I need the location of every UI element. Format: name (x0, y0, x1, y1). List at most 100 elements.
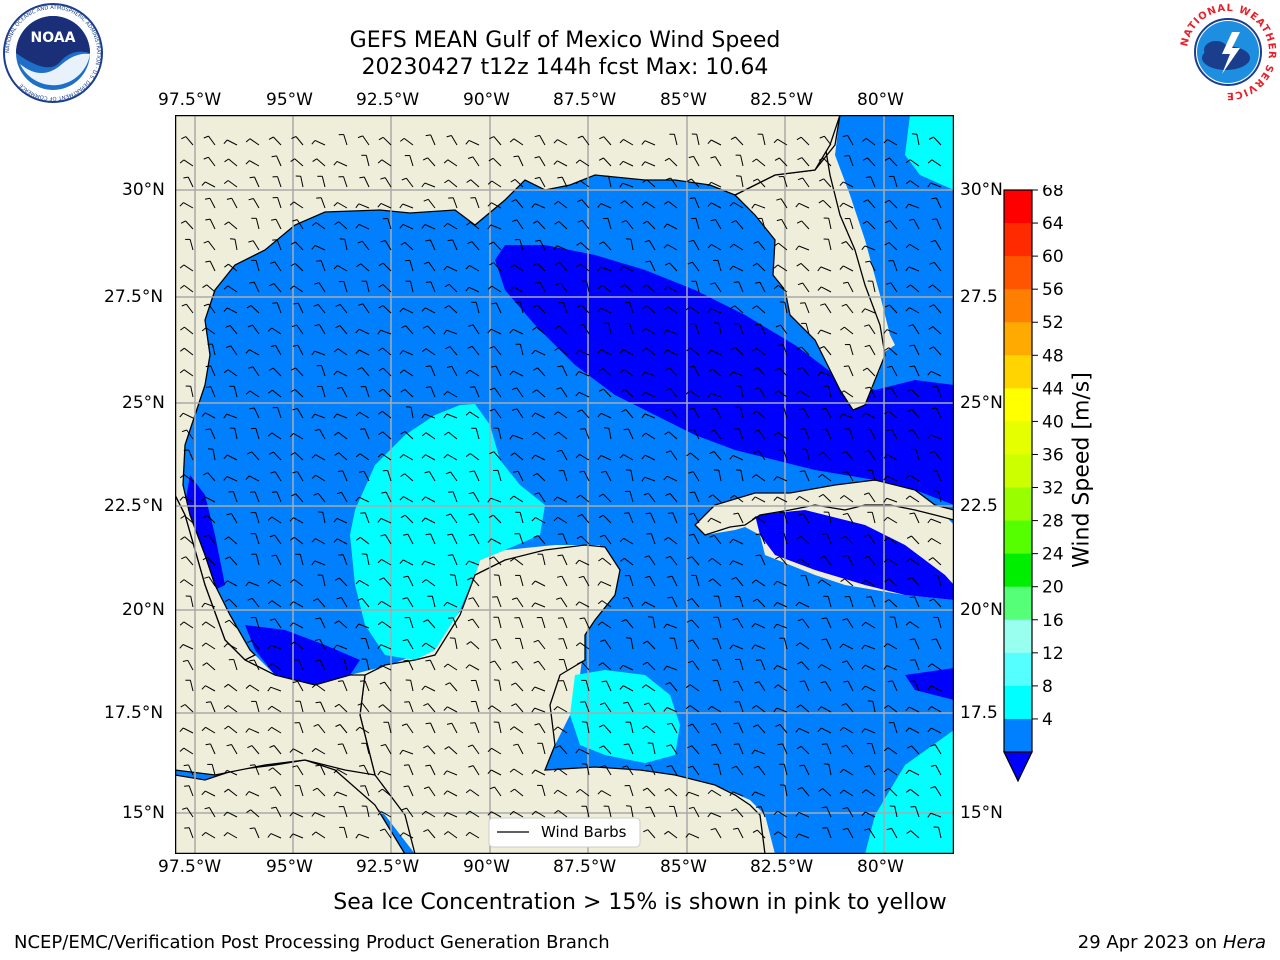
wind-barb (184, 536, 194, 545)
wind-barb (252, 198, 260, 209)
wind-barb (381, 600, 392, 608)
wind-barb (714, 156, 722, 167)
wind-barb (447, 159, 458, 167)
wind-barb (343, 827, 348, 839)
wind-barb-flag (556, 575, 563, 578)
wind-barb (494, 660, 502, 671)
wind-barb (205, 181, 216, 188)
wind-barb (342, 554, 348, 566)
wind-barb (762, 134, 766, 146)
wind-barb-flag (201, 496, 206, 502)
wind-barb (695, 575, 700, 587)
wind-barb-flag (509, 286, 514, 291)
wind-barb-flag (400, 389, 406, 393)
wind-barb-flag (884, 157, 890, 161)
wind-barb-flag (909, 596, 915, 598)
wind-barb (629, 785, 634, 797)
wind-barb-flag (817, 329, 822, 335)
wind-barb-flag (577, 514, 583, 518)
wind-barb (208, 576, 216, 587)
wind-barb-flag (223, 180, 229, 184)
wind-barb (270, 833, 282, 839)
wind-barb-flag (752, 178, 758, 182)
wind-barb (843, 495, 854, 503)
wind-barb (519, 638, 524, 650)
wind-barb (586, 722, 590, 734)
wind-barb (404, 389, 414, 398)
wind-barb (891, 366, 898, 377)
wind-barb (828, 512, 832, 524)
wind-barb (732, 265, 744, 272)
wind-barb-flag (224, 536, 229, 541)
wind-barb (227, 683, 238, 692)
wind-barb (183, 202, 194, 209)
wind-barb (358, 496, 370, 503)
wind-barb (273, 283, 282, 293)
wind-barb (847, 135, 854, 146)
wind-barb (318, 324, 326, 335)
wind-barb (934, 786, 942, 797)
wind-barb-flag (249, 764, 255, 766)
wind-barb-flag (487, 202, 492, 207)
wind-barb (912, 429, 920, 440)
wind-barb (578, 391, 590, 398)
wind-barb (336, 517, 348, 524)
wind-barb-flag (773, 476, 778, 481)
wind-barb-flag (754, 281, 761, 284)
wind-barb (581, 409, 590, 419)
wind-barb-flag (380, 534, 386, 537)
wind-barb-flag (509, 434, 514, 440)
wind-barb-flag (532, 262, 538, 267)
wind-barb-flag (425, 659, 431, 662)
wind-barb-flag (311, 413, 316, 419)
lon-label-top: 95°W (266, 90, 313, 110)
wind-barb-flag (820, 681, 826, 684)
wind-barb (689, 705, 700, 713)
wind-barb (849, 344, 854, 356)
wind-barb-flag (223, 580, 228, 585)
wind-barb (228, 619, 238, 629)
wind-barb-flag (425, 281, 431, 283)
wind-barb (255, 260, 260, 272)
wind-barb-flag (883, 705, 889, 709)
wind-barb (754, 203, 766, 209)
wind-barb (869, 345, 876, 356)
wind-barb (519, 239, 524, 251)
wind-barb (277, 197, 282, 209)
wind-barb (429, 764, 436, 776)
wind-barb-flag (425, 722, 431, 725)
wind-barb (539, 281, 546, 293)
wind-barb (715, 743, 722, 755)
wind-barb (938, 491, 942, 503)
wind-barb (732, 454, 744, 461)
wind-barb (424, 560, 436, 566)
wind-barb (491, 538, 502, 545)
wind-barb-flag (203, 472, 209, 476)
wind-barb-flag (557, 176, 563, 179)
wind-barb-flag (531, 686, 536, 692)
wind-barb-flag (271, 491, 277, 493)
wind-barb (630, 806, 634, 818)
wind-barb (777, 138, 788, 146)
wind-barb (908, 266, 920, 272)
wind-barb (498, 680, 502, 692)
map-subtitle: 20230427 t12z 144h fcst Max: 10.64 (361, 55, 769, 80)
wind-barb-flag (797, 177, 803, 181)
wind-barb-flag (708, 578, 713, 583)
wind-barb (382, 431, 392, 440)
wind-barb-flag (553, 810, 559, 814)
wind-barb-flag (513, 155, 519, 158)
wind-barb (629, 575, 634, 587)
wind-barb-flag (929, 261, 935, 265)
wind-barb (493, 136, 502, 146)
wind-barb (255, 533, 260, 545)
wind-barb (190, 596, 194, 608)
wind-barb-flag (355, 496, 360, 502)
wind-barb-flag (179, 264, 185, 269)
wind-barb-flag (707, 706, 712, 711)
wind-barb (407, 639, 414, 650)
lat-label-left: 17.5°N (104, 703, 164, 723)
wind-barb-flag (511, 387, 517, 391)
wind-barb-flag (509, 264, 515, 269)
wind-barb-flag (821, 617, 827, 620)
